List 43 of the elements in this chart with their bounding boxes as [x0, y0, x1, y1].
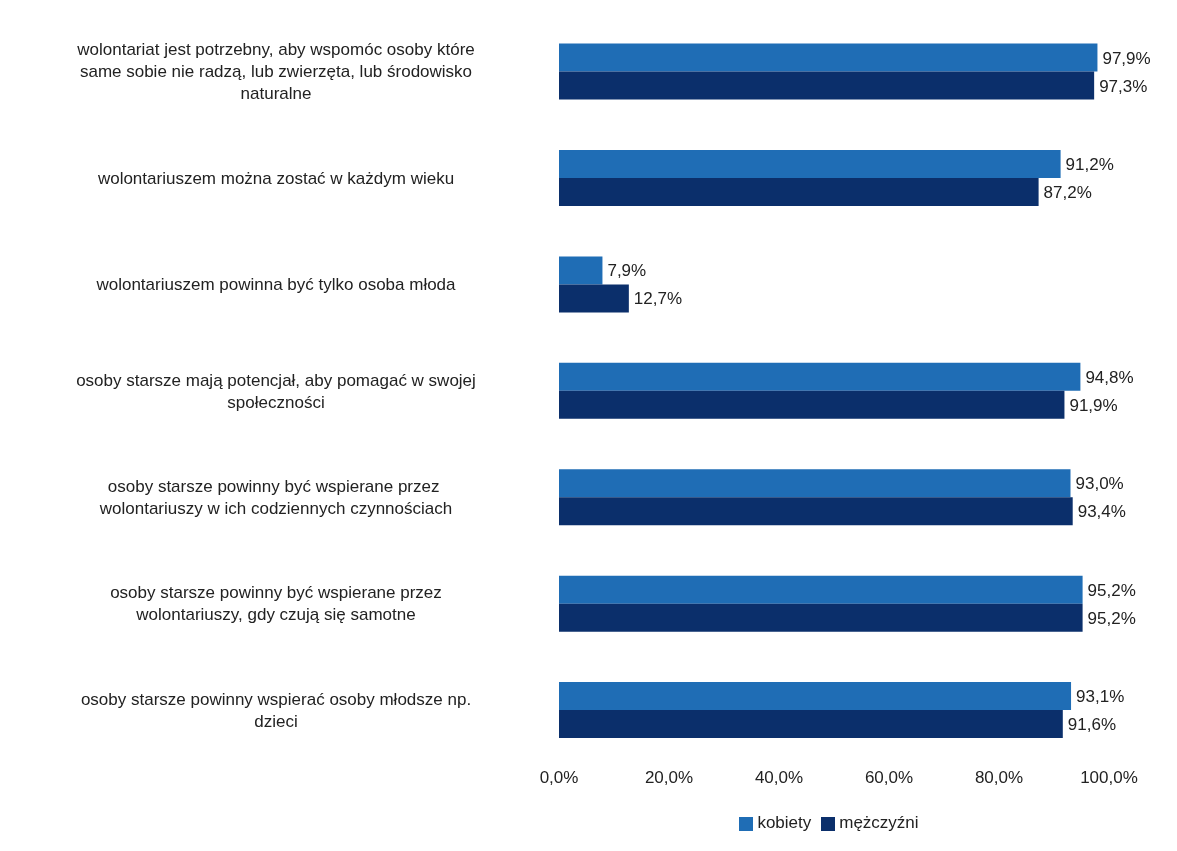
x-tick-label: 0,0%	[539, 768, 579, 788]
data-label: 93,0%	[1075, 474, 1124, 494]
legend-label: kobiety	[757, 813, 812, 832]
data-label: 7,9%	[607, 261, 647, 281]
legend-label: mężczyźni	[839, 813, 919, 832]
data-label: 94,8%	[1085, 367, 1134, 387]
bar	[559, 497, 1073, 526]
bar	[559, 603, 1083, 632]
bar	[559, 682, 1072, 711]
bar	[559, 256, 603, 285]
data-label: 93,4%	[1077, 502, 1126, 522]
x-tick-label: 20,0%	[644, 768, 694, 788]
bar	[559, 362, 1081, 391]
bar	[559, 177, 1039, 206]
y-tick-label: wolontariuszem powinna być tylko osoba młoda	[95, 274, 457, 294]
y-tick-label: wolontariuszem można zostać w każdym wieku	[96, 168, 455, 188]
data-label: 97,3%	[1099, 76, 1148, 96]
data-label: 95,2%	[1087, 608, 1136, 628]
x-tick-label: 40,0%	[754, 768, 804, 788]
bar	[559, 469, 1071, 498]
y-tick-label: osoby starsze powinny być wspierane przez wolontariuszy, gdy czują się samotne	[110, 582, 442, 624]
data-label: 95,2%	[1087, 580, 1136, 600]
data-label: 87,2%	[1043, 183, 1092, 203]
y-tick-label: wolontariat jest potrzebny, aby wspomóc osoby które same sobie nie radzą, lub zwierzęta, lub środowisko naturalne	[76, 39, 475, 103]
bar	[559, 43, 1098, 72]
y-tick-label: osoby starsze powinny wspierać osoby młodsze np. dzieci	[80, 689, 472, 731]
bar	[559, 575, 1083, 604]
bar	[559, 390, 1065, 419]
data-label: 97,9%	[1102, 48, 1151, 68]
x-tick-label: 60,0%	[864, 768, 914, 788]
y-tick-label: osoby starsze powinny być wspierane przez wolontariuszy w ich codziennych czynnościach	[98, 476, 453, 518]
data-label: 91,9%	[1069, 395, 1118, 415]
y-tick-label: osoby starsze mają potencjał, aby pomagać w swojej społeczności	[76, 370, 476, 411]
data-label: 91,6%	[1067, 715, 1116, 735]
data-label: 93,1%	[1076, 687, 1125, 707]
x-tick-label: 80,0%	[974, 768, 1024, 788]
data-label: 91,2%	[1065, 155, 1114, 175]
bar	[559, 710, 1063, 739]
data-label: 12,7%	[633, 289, 683, 309]
x-tick-label: 100,0%	[1080, 768, 1138, 788]
bar	[559, 71, 1095, 100]
bar	[559, 149, 1061, 178]
bar	[559, 284, 629, 313]
